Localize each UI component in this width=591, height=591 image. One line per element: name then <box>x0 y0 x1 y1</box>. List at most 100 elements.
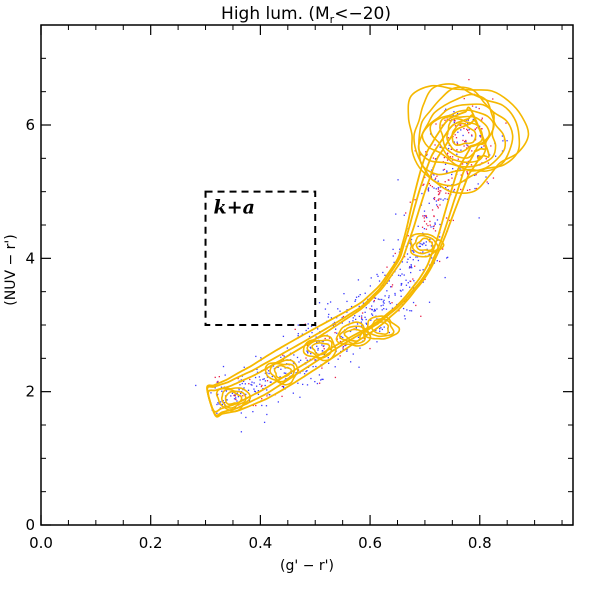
scatter-point <box>446 171 448 173</box>
scatter-point <box>254 376 257 379</box>
scatter-point <box>339 340 342 343</box>
scatter-point <box>381 309 383 311</box>
peak-contour <box>306 339 333 359</box>
scatter-point <box>465 139 467 142</box>
peak-contour <box>264 359 299 386</box>
peak-contour <box>409 233 445 258</box>
scatter-point <box>386 266 388 268</box>
scatter-point <box>384 295 386 297</box>
scatter-point <box>305 329 307 332</box>
scatter-point <box>299 359 302 361</box>
scatter-point <box>474 128 476 131</box>
scatter-point <box>281 385 284 388</box>
scatter-point <box>339 310 341 312</box>
scatter-point <box>442 248 444 250</box>
scatter-point <box>452 167 454 170</box>
scatter-point <box>357 279 360 281</box>
scatter-point <box>502 140 504 142</box>
scatter-point <box>297 382 299 384</box>
scatter-point <box>444 119 446 121</box>
scatter-point <box>238 389 240 391</box>
scatter-point <box>255 385 258 387</box>
scatter-point <box>403 255 406 258</box>
peak-contour <box>417 86 514 176</box>
scatter-point <box>463 127 465 130</box>
scatter-point <box>375 329 377 332</box>
scatter-point <box>370 319 372 321</box>
scatter-point <box>437 188 440 190</box>
scatter-point <box>438 198 440 200</box>
scatter-point <box>389 302 391 305</box>
scatter-point <box>357 336 360 338</box>
scatter-point <box>336 338 338 340</box>
scatter-point <box>428 202 430 204</box>
scatter-point <box>379 298 381 301</box>
scatter-point <box>460 174 462 176</box>
scatter-point <box>321 350 324 352</box>
scatter-point <box>256 371 259 373</box>
scatter-point <box>423 242 425 245</box>
scatter-point <box>422 281 424 283</box>
scatter-point <box>231 392 234 395</box>
scatter-point <box>490 145 492 147</box>
scatter-point <box>429 238 431 241</box>
scatter-point <box>439 223 441 226</box>
scatter-point <box>438 193 440 195</box>
scatter-point <box>364 292 366 294</box>
scatter-point <box>437 187 439 189</box>
scatter-point <box>311 331 313 334</box>
peak-contour <box>273 364 293 379</box>
scatter-point <box>342 345 345 348</box>
scatter-point <box>485 176 487 178</box>
scatter-point <box>376 273 378 276</box>
scatter-point <box>421 244 424 246</box>
peak-contour <box>269 362 296 383</box>
scatter-point <box>438 260 441 263</box>
scatter-point <box>371 308 373 311</box>
scatter-point <box>378 328 381 330</box>
scatter-point <box>220 386 223 388</box>
scatter-point <box>270 381 272 383</box>
scatter-point <box>398 310 400 312</box>
scatter-point <box>433 174 435 176</box>
scatter-point <box>453 119 455 121</box>
scatter-point <box>408 267 411 269</box>
peak-contour <box>415 237 434 252</box>
scatter-point <box>371 314 374 316</box>
scatter-point <box>220 401 222 403</box>
scatter-point <box>381 328 384 331</box>
scatter-point <box>437 207 439 209</box>
scatter-point <box>454 120 456 122</box>
scatter-point <box>466 189 469 191</box>
scatter-point <box>435 200 437 202</box>
scatter-point <box>467 132 470 134</box>
scatter-point <box>451 173 453 176</box>
scatter-point <box>327 316 330 318</box>
scatter-point <box>259 383 261 385</box>
scatter-point <box>359 293 361 296</box>
scatter-point <box>299 396 301 398</box>
scatter-point <box>474 187 476 190</box>
scatter-point <box>423 210 426 212</box>
scatter-point <box>262 387 264 390</box>
peak-contour <box>343 328 363 342</box>
y-tick-label: 2 <box>25 383 35 401</box>
scatter-point <box>361 319 364 321</box>
scatter-point <box>446 198 448 200</box>
scatter-point <box>409 280 412 283</box>
scatter-point <box>348 321 351 323</box>
scatter-point <box>247 389 250 391</box>
scatter-point <box>282 354 284 356</box>
scatter-point <box>400 295 402 297</box>
scatter-point <box>210 392 212 394</box>
scatter-point <box>307 327 309 330</box>
scatter-point <box>419 269 421 271</box>
scatter-point <box>466 129 469 132</box>
scatter-point <box>414 199 416 201</box>
x-tick-label: 0.6 <box>358 534 382 552</box>
scatter-point <box>394 292 396 295</box>
scatter-point <box>450 148 452 151</box>
scatter-point <box>471 150 473 152</box>
scatter-point <box>258 376 261 378</box>
